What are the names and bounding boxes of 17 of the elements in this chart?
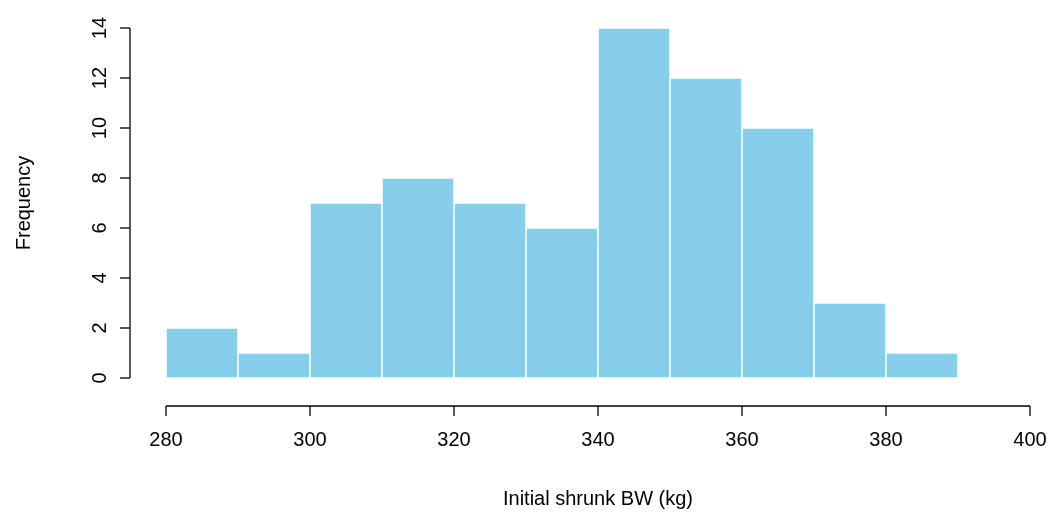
y-tick-label: 14 xyxy=(88,16,110,40)
x-tick-label: 380 xyxy=(869,428,903,450)
y-tick-label: 12 xyxy=(88,66,110,90)
x-tick-label: 360 xyxy=(725,428,759,450)
y-tick-label: 6 xyxy=(88,222,110,234)
y-tick-label: 2 xyxy=(88,322,110,334)
x-axis-title: Initial shrunk BW (kg) xyxy=(502,487,694,509)
x-tick-label: 340 xyxy=(581,428,615,450)
x-tick-label: 280 xyxy=(149,428,183,450)
x-tick-label: 300 xyxy=(293,428,327,450)
y-tick-label: 0 xyxy=(88,372,110,384)
y-tick-label: 8 xyxy=(88,172,110,184)
x-tick-label: 400 xyxy=(1013,428,1047,450)
y-axis-title: Frequency xyxy=(12,155,34,251)
y-tick-label: 4 xyxy=(88,272,110,284)
y-tick-label: 10 xyxy=(88,116,110,140)
x-tick-label: 320 xyxy=(437,428,471,450)
